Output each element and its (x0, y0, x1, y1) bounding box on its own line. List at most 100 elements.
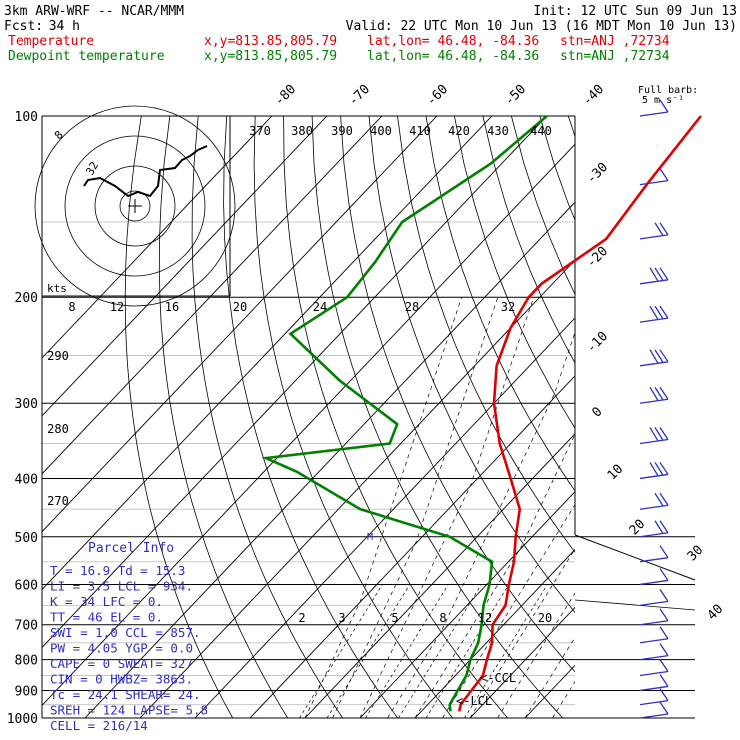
m-marker: M (367, 532, 373, 543)
dry-adiabat (368, 116, 575, 718)
pressure-tick-label: 1000 (7, 712, 38, 727)
wind-barb-feather (659, 267, 669, 281)
isotherm (42, 116, 548, 718)
mixing-ratio-label: 2 (298, 611, 305, 625)
dry-adiabat (711, 116, 740, 718)
dry-adiabat (340, 116, 575, 718)
wind-barb-feather (659, 659, 669, 672)
mixing-ratio-label: 20 (538, 611, 552, 625)
pressure-tick-label: 500 (15, 531, 38, 546)
wind-barb (639, 438, 669, 445)
parcel-info-row: SREH = 124 LAPSE= 5.8 (50, 703, 208, 718)
wind-barb (639, 111, 669, 117)
isotherm (42, 116, 383, 718)
isotherm-label: 30 (685, 543, 707, 565)
pressure-tick-label: 300 (15, 397, 38, 412)
theta-low-label: 280 (47, 422, 69, 436)
wind-barb-feather (659, 222, 669, 236)
moist-adiabat (524, 297, 575, 718)
wind-barb (639, 655, 669, 661)
mixing-ratio-line (326, 584, 411, 718)
moist-adiabat (469, 297, 575, 718)
wind-barb-feather (659, 643, 669, 657)
forecast-hours: 34 h (49, 19, 80, 34)
lcl-annotation: <-LCL (456, 694, 492, 708)
extension-edge (574, 534, 696, 581)
moist-adiabat (359, 297, 535, 718)
hodograph-ring-label: 8 (52, 128, 66, 142)
hodograph-speed-tick: 24 (313, 300, 327, 314)
wind-barbs (639, 99, 669, 719)
isotherm (304, 116, 575, 718)
isotherm-label: -30 (584, 160, 611, 187)
isotherm (469, 116, 575, 718)
parcel-info-title: Parcel Info (88, 541, 174, 556)
isotherm-label: 0 (589, 404, 605, 420)
parcel-info-row: T = 16.9 Td = 15.3 (50, 563, 185, 578)
parcel-info-rows: T = 16.9 Td = 15.3LI = 3.5 LCL = 934.K =… (50, 563, 208, 733)
dry-adiabat (454, 116, 575, 718)
mixing-ratio-label: 8 (439, 611, 446, 625)
isotherm (194, 116, 575, 718)
mixing-ratio-line (398, 584, 482, 718)
mixing-ratio-line (425, 584, 510, 718)
isotherm-label: -60 (424, 82, 451, 109)
dry-adiabat (124, 116, 234, 718)
wind-barb-feather (649, 349, 659, 364)
theta-low-label: 270 (47, 494, 69, 508)
isotherm (42, 116, 575, 718)
valid-time: Valid: 22 UTC Mon 10 Jun 13 (16 MDT Mon … (346, 19, 737, 34)
dewpoint-station: stn=ANJ ,72734 (560, 49, 670, 64)
wind-barb (639, 620, 669, 626)
wind-barb-feather (654, 386, 664, 401)
dry-adiabat (511, 116, 575, 718)
hodograph-ring (64, 135, 206, 277)
dry-adiabat (482, 116, 575, 718)
wind-barb-feather (649, 386, 659, 401)
pressure-tick-label: 700 (15, 619, 38, 634)
wind-barb-feather (654, 427, 664, 441)
dry-adiabat (625, 116, 740, 718)
hodograph-speed-tick: 16 (165, 300, 179, 314)
isotherm-label: -10 (584, 329, 611, 356)
wind-barb-feather (659, 99, 669, 113)
dewpoint-trace (261, 115, 548, 712)
dry-adiabat (283, 116, 509, 718)
parcel-info-panel: Parcel Info T = 16.9 Td = 15.3LI = 3.5 L… (50, 541, 208, 733)
full-barb-value: 5 m s⁻¹ (642, 95, 684, 106)
wind-barb (639, 685, 669, 692)
wind-barb (639, 398, 669, 404)
theta-label: 410 (409, 124, 431, 138)
dry-adiabat (654, 116, 740, 718)
wind-barb (639, 557, 669, 563)
dry-adiabat (191, 116, 344, 718)
isotherm-label: -40 (580, 82, 607, 109)
temperature-latlon: lat,lon= 46.48, -84.36 (367, 34, 539, 49)
wind-barb (639, 361, 669, 367)
parcel-info-row: PW = 4.05 YGP = 0.0 (50, 641, 193, 656)
wind-barb-feather (659, 568, 669, 581)
wind-barb-feather (659, 386, 669, 400)
wind-barb-feather (659, 589, 669, 602)
wind-barb (639, 579, 669, 586)
pressure-tick-label: 200 (15, 291, 38, 306)
mixing-ratio-line (464, 584, 548, 718)
wind-barb-feather (659, 688, 669, 701)
parcel-info-row: Tc = 24.1 SHEAR= 24. (50, 687, 201, 702)
isotherm (249, 116, 575, 718)
hodograph-speed-tick: 20 (233, 300, 247, 314)
wind-barb (639, 638, 669, 644)
wind-barb (639, 504, 669, 510)
hodograph-trace (83, 145, 208, 198)
mixing-ratio-line (299, 584, 383, 718)
moist-adiabat (497, 297, 575, 718)
dewpoint-latlon: lat,lon= 46.48, -84.36 (367, 49, 539, 64)
parcel-info-row: K = 34 LFC = 0. (50, 594, 163, 609)
isotherm (84, 116, 575, 718)
hodograph-ring (34, 105, 236, 307)
isotherm-label: 10 (605, 462, 627, 484)
wind-barb (639, 234, 669, 240)
